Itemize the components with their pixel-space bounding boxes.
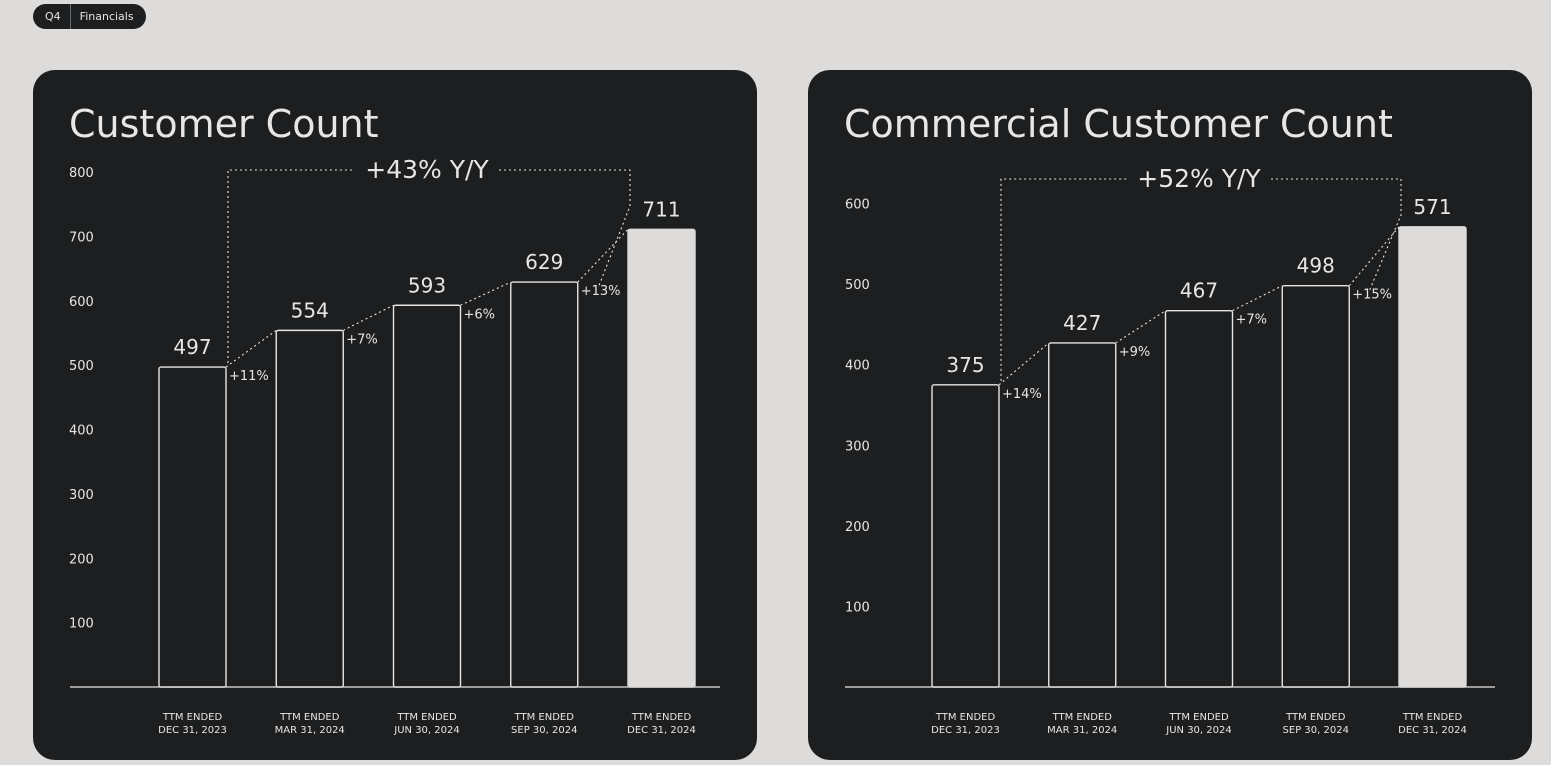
chart1-category-label-line2: DEC 31, 2023	[931, 725, 1000, 736]
quarter-label: Q4	[45, 10, 61, 23]
chart0-category-label-line2: JUN 30, 2024	[393, 725, 459, 736]
chart1-bar	[931, 384, 1000, 688]
chart0-category-label-line2: DEC 31, 2023	[158, 725, 227, 736]
chart0-ytick-label: 300	[69, 488, 94, 503]
chart0-category-label-line2: DEC 31, 2024	[627, 725, 696, 736]
chart1-growth-label: +7%	[1236, 313, 1268, 328]
chart0-category-label-line1: TTM ENDED	[631, 712, 692, 723]
chart1-yoy-bracket-left	[1000, 178, 1127, 381]
chart0-category-label-line1: TTM ENDED	[396, 712, 457, 723]
chart0-yoy-bracket-right	[499, 169, 631, 289]
chart0-growth-label: +7%	[346, 332, 378, 347]
chart1-value-label: 498	[1297, 254, 1335, 278]
chart1-value-label: 467	[1180, 279, 1218, 303]
chart0-bar	[158, 366, 227, 688]
chart0-growth-connector	[225, 329, 277, 368]
chart1-category-label-line2: JUN 30, 2024	[1165, 725, 1231, 736]
chart0-growth-label: +13%	[581, 284, 621, 299]
chart0-growth-connector	[577, 228, 629, 283]
chart0-value-label: 554	[291, 298, 329, 322]
chart0-value-label: 497	[173, 335, 211, 359]
chart0-value-label: 629	[525, 250, 563, 274]
chart0-category-label-line1: TTM ENDED	[279, 712, 340, 723]
chart0-bar	[275, 329, 344, 688]
section-label: Financials	[79, 10, 134, 23]
chart0-growth-connector	[460, 281, 511, 306]
chart0-category-label-line2: MAR 31, 2024	[275, 725, 345, 736]
chart1-ytick-label: 400	[845, 359, 870, 374]
commercial-customer-count-chart: Commercial Customer Count 100 200 300 400 500…	[844, 102, 1495, 736]
chart1-bar	[1281, 284, 1350, 688]
chart1-bar	[1048, 342, 1117, 688]
chart1-category-label-line1: TTM ENDED	[1285, 712, 1346, 723]
customer-count-chart: Customer Count 100 200 300 400 500 600 700 800 49…	[69, 102, 720, 736]
chart0-ytick-label: 500	[69, 359, 94, 374]
chart0-ytick-label: 200	[69, 552, 94, 567]
chart1-value-label: 427	[1063, 311, 1101, 335]
chart1-ytick-label: 500	[845, 278, 870, 293]
chart0-ytick-label: 800	[69, 166, 94, 181]
chart1-ytick-label: 600	[845, 198, 870, 213]
chart1-yoy-label: +52% Y/Y	[1137, 164, 1261, 193]
chart1-category-label-line2: SEP 30, 2024	[1283, 725, 1349, 736]
chart0-value-label: 593	[408, 273, 446, 297]
chart1-title: Commercial Customer Count	[844, 102, 1393, 146]
chart1-growth-label: +9%	[1119, 345, 1151, 360]
chart1-growth-label: +15%	[1352, 288, 1392, 303]
chart1-growth-connector	[1348, 226, 1400, 287]
chart1-growth-connector	[1115, 310, 1166, 344]
chart0-title: Customer Count	[69, 102, 379, 146]
chart0-ytick-label: 400	[69, 424, 94, 439]
chart1-category-label-line1: TTM ENDED	[935, 712, 996, 723]
commercial-customer-count-card: Commercial Customer Count 100 200 300 400 500…	[808, 70, 1532, 760]
chart0-bar	[392, 304, 462, 688]
chart1-ytick-label: 200	[845, 520, 870, 535]
chart1-growth-connector	[998, 342, 1050, 386]
chart0-yoy-label: +43% Y/Y	[365, 155, 489, 184]
chart0-category-label-line1: TTM ENDED	[162, 712, 223, 723]
section-pill: Q4 Financials	[33, 4, 146, 29]
chart1-category-label-line2: DEC 31, 2024	[1398, 725, 1467, 736]
chart0-bar	[510, 281, 579, 688]
chart1-ytick-label: 300	[845, 439, 870, 454]
chart1-ytick-label: 100	[845, 600, 870, 615]
chart0-growth-connector	[343, 304, 394, 331]
chart0-category-label-line1: TTM ENDED	[514, 712, 575, 723]
chart0-ytick-label: 700	[69, 230, 94, 245]
chart1-growth-label: +14%	[1002, 387, 1042, 402]
chart0-growth-label: +6%	[464, 307, 496, 322]
chart1-bar	[1164, 309, 1234, 688]
chart1-value-label: 375	[946, 353, 984, 377]
chart1-category-label-line1: TTM ENDED	[1168, 712, 1229, 723]
chart0-value-label: 711	[642, 197, 680, 221]
chart0-growth-label: +11%	[229, 369, 269, 384]
chart0-ytick-label: 100	[69, 617, 94, 632]
chart1-category-label-line2: MAR 31, 2024	[1047, 725, 1117, 736]
pill-divider	[69, 4, 71, 29]
chart1-value-label: 571	[1413, 195, 1451, 219]
chart1-yoy-bracket-right	[1271, 178, 1402, 292]
chart1-bar	[1398, 226, 1467, 688]
chart0-ytick-label: 600	[69, 295, 94, 310]
chart1-category-label-line1: TTM ENDED	[1402, 712, 1463, 723]
chart1-growth-connector	[1232, 285, 1283, 312]
chart0-bar	[627, 228, 696, 688]
chart0-category-label-line2: SEP 30, 2024	[511, 725, 577, 736]
chart1-category-label-line1: TTM ENDED	[1052, 712, 1113, 723]
customer-count-card: Customer Count 100 200 300 400 500 600 700 800 49…	[33, 70, 757, 760]
